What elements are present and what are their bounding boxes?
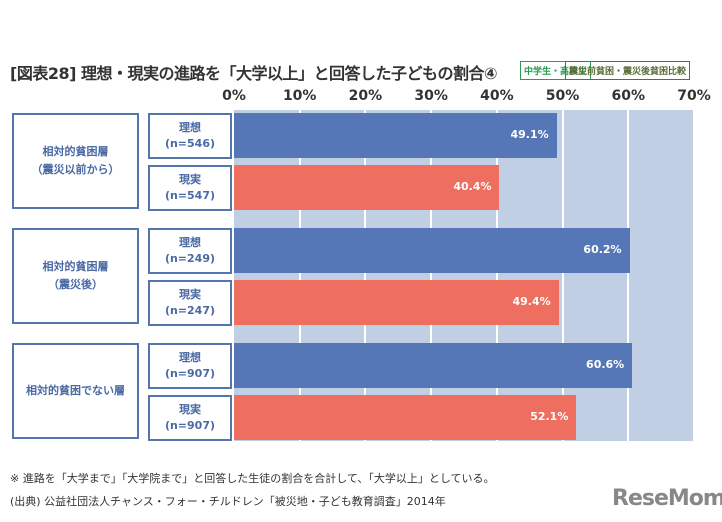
bar-actual <box>234 280 559 325</box>
data-label: 40.4% <box>453 180 492 193</box>
tag-grade: 中学生・高校生 <box>520 61 592 80</box>
group-label: 相対的貧困層 （震災以前から） <box>12 113 139 209</box>
gridline <box>430 110 433 441</box>
row-type: 現実 <box>179 287 201 301</box>
gridline <box>495 110 498 441</box>
gridline <box>298 110 301 441</box>
tick-label: 10% <box>282 88 317 104</box>
tag-comparison: 震災前貧困・震災後貧困比較 <box>565 61 691 80</box>
bar-actual <box>234 395 577 440</box>
group-label: 相対的貧困層 （震災後） <box>12 228 139 324</box>
source-note: (出典) 公益社団法人チャンス・フォー・チルドレン「被災地・子ども教育調査」20… <box>10 495 446 508</box>
row-label: 理想 (n=249) <box>148 228 232 274</box>
row-label: 現実 (n=247) <box>148 280 232 326</box>
data-label: 60.2% <box>583 243 622 256</box>
row-n: (n=247) <box>164 304 216 317</box>
bar-ideal <box>234 228 630 273</box>
row-n: (n=907) <box>164 367 216 380</box>
data-label: 60.6% <box>586 358 625 371</box>
row-type: 現実 <box>179 402 201 416</box>
tick-label: 40% <box>480 88 514 104</box>
tick-label: 60% <box>611 88 646 104</box>
tick-label: 50% <box>545 88 580 104</box>
tick-label: 70% <box>677 88 711 104</box>
data-label: 49.4% <box>512 295 551 308</box>
bar-ideal <box>234 113 557 158</box>
gridline <box>561 110 564 441</box>
row-type: 理想 <box>179 235 201 249</box>
row-n: (n=249) <box>164 252 216 265</box>
group-label: 相対的貧困でない層 <box>12 343 139 439</box>
row-label: 現実 (n=547) <box>148 165 232 211</box>
row-type: 理想 <box>179 120 201 134</box>
gridline <box>693 110 695 441</box>
row-type: 理想 <box>179 350 201 364</box>
chart-title: [図表28] 理想・現実の進路を「大学以上」と回答した子どもの割合④ <box>10 64 498 83</box>
gridline <box>627 110 630 441</box>
tick-label: 0% <box>222 88 246 104</box>
row-label: 理想 (n=546) <box>148 113 232 159</box>
tick-label: 30% <box>414 88 448 104</box>
row-n: (n=907) <box>164 419 216 432</box>
row-n: (n=546) <box>164 137 216 150</box>
tick-label: 20% <box>348 88 383 104</box>
row-type: 現実 <box>179 172 201 186</box>
bar-ideal <box>234 343 633 388</box>
data-label: 49.1% <box>510 128 549 141</box>
gridline <box>364 110 367 441</box>
data-label: 52.1% <box>530 410 569 423</box>
row-n: (n=547) <box>164 189 216 202</box>
bar-actual <box>234 165 500 210</box>
row-label: 理想 (n=907) <box>148 343 232 389</box>
resemom-logo: ReseMom <box>612 486 722 511</box>
footnote: ※ 進路を「大学まで」「大学院まで」と回答した生徒の割合を合計して、「大学以上」… <box>10 472 495 485</box>
plot-area: 49.1% 40.4% 60.2% 49.4% 60.6% 52.1% <box>234 110 695 441</box>
row-label: 現実 (n=907) <box>148 395 232 441</box>
